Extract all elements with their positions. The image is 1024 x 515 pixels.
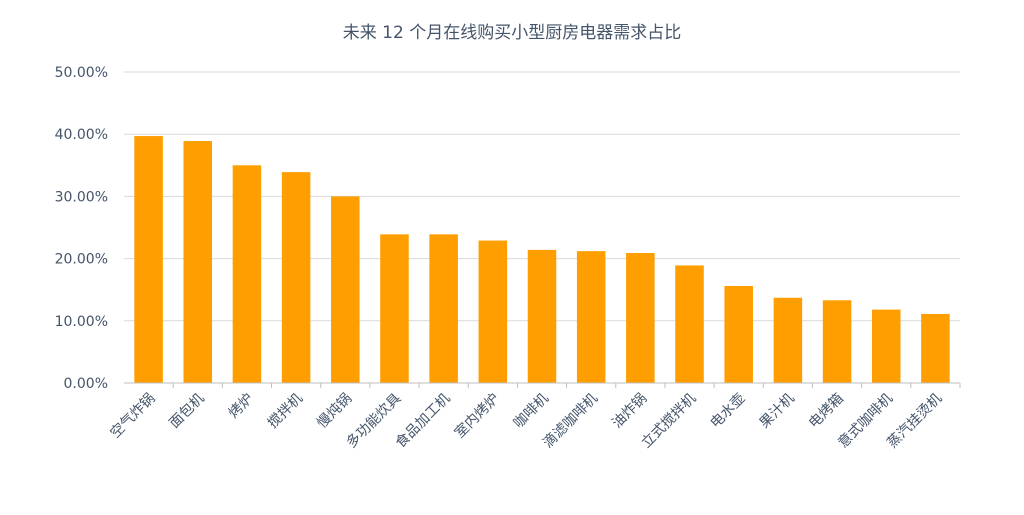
y-tick-label: 40.00%	[55, 127, 108, 143]
y-tick-label: 30.00%	[55, 189, 108, 205]
x-tick-label: 慢炖锅	[313, 390, 355, 432]
x-tick-label: 电烤箱	[806, 391, 847, 432]
bar	[183, 141, 213, 383]
x-tick-label: 空气炸锅	[108, 391, 159, 442]
bar	[724, 285, 753, 383]
y-tick-label: 0.00%	[64, 376, 108, 392]
chart-title: 未来 12 个月在线购买小型厨房电器需求占比	[343, 23, 681, 43]
bar	[871, 309, 901, 383]
bar	[527, 249, 557, 383]
bar	[380, 234, 409, 383]
y-axis-ticks: 0.00% 10.00% 20.00% 30.00% 40.00% 50.00%	[55, 65, 108, 392]
bar	[232, 165, 262, 383]
bars	[134, 136, 950, 383]
x-tick-label: 烤炉	[226, 391, 257, 422]
bar	[921, 313, 950, 383]
bar	[429, 234, 458, 383]
y-tick-label: 50.00%	[55, 65, 108, 81]
bar	[134, 136, 163, 383]
x-tick-label: 搅拌机	[265, 391, 306, 432]
bar	[331, 196, 360, 383]
x-tick-label: 电水壶	[708, 391, 749, 432]
y-tick-label: 10.00%	[55, 314, 108, 330]
x-tick-label: 油炸锅	[609, 391, 650, 432]
bar	[626, 253, 655, 383]
x-tick-label: 室内烤炉	[451, 390, 503, 442]
bar	[281, 172, 311, 383]
bar	[773, 297, 803, 383]
bar	[822, 300, 852, 383]
y-tick-label: 20.00%	[55, 252, 108, 268]
bar	[675, 265, 704, 383]
bar	[478, 240, 508, 383]
x-tick-label: 果汁机	[757, 391, 798, 432]
x-tick-label: 咖啡机	[511, 391, 552, 432]
bar	[576, 251, 606, 383]
x-tick-label: 面包机	[167, 391, 208, 432]
gridlines	[124, 71, 960, 322]
